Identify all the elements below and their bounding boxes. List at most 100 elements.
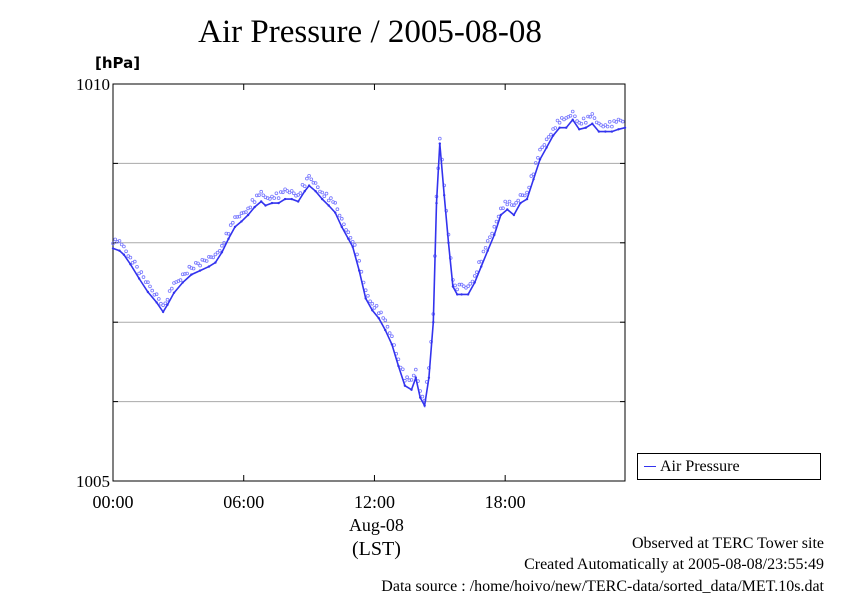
series-0-sample-70-1 xyxy=(546,135,551,139)
series-0-point-76 xyxy=(584,126,587,129)
series-0-point-28 xyxy=(303,190,306,193)
series-0-sample-77-1 xyxy=(592,116,597,120)
series-0-sample-32-0 xyxy=(326,198,331,203)
series-0-sample-30-0 xyxy=(313,181,318,185)
series-0-point-73 xyxy=(565,126,568,129)
series-0-sample-39-1 xyxy=(372,306,377,310)
series-0-point-54 xyxy=(447,241,450,244)
legend: Air Pressure xyxy=(637,453,821,480)
series-0-sample-1-1 xyxy=(119,242,124,247)
series-0-point-36 xyxy=(351,245,354,248)
series-0-sample-30-1 xyxy=(315,185,320,190)
series-0-sample-1-0 xyxy=(117,239,122,243)
series-0-sample-23-1 xyxy=(272,196,277,200)
series-0-point-11 xyxy=(190,273,193,276)
series-0-sample-29-0 xyxy=(307,174,311,178)
series-0-sample-21-1 xyxy=(261,193,266,198)
series-0-point-26 xyxy=(290,197,293,201)
series-0-sample-6-0 xyxy=(154,292,159,297)
series-0-sample-20-2 xyxy=(257,193,261,198)
series-0-sample-18-0 xyxy=(239,211,244,216)
series-0-point-55 xyxy=(451,285,455,288)
series-0-point-53 xyxy=(443,194,446,197)
series-0-point-66 xyxy=(519,201,522,205)
series-0-sample-62-0 xyxy=(492,224,497,229)
series-0-sample-16-0 xyxy=(226,232,231,236)
plot-frame xyxy=(112,83,626,482)
series-0-point-46 xyxy=(414,376,417,379)
series-0-sample-68-1 xyxy=(533,161,538,165)
series-0-sample-12-1 xyxy=(200,257,205,262)
series-0-sample-39-0 xyxy=(370,301,375,306)
series-0-sample-11-1 xyxy=(191,266,196,271)
series-0-point-17 xyxy=(233,225,237,229)
series-0-sample-68-2 xyxy=(536,156,540,160)
chart-title: Air Pressure / 2005-08-08 xyxy=(198,14,542,50)
series-0-sample-72-0 xyxy=(557,120,562,125)
series-0-sample-27-1 xyxy=(298,191,303,195)
series-0-sample-11-2 xyxy=(194,260,198,265)
series-0-sample-14-0 xyxy=(213,252,218,257)
series-0-point-9 xyxy=(172,291,176,294)
series-0-sample-56-0 xyxy=(455,287,460,292)
series-0-point-40 xyxy=(377,317,380,320)
series-0-sample-13-2 xyxy=(211,255,216,260)
series-0-sample-0-0 xyxy=(111,241,115,246)
series-0-sample-21-0 xyxy=(259,189,264,194)
series-0-sample-7-0 xyxy=(161,303,165,308)
series-0-point-42 xyxy=(390,343,394,346)
series-0-sample-8-1 xyxy=(167,289,172,293)
series-0-point-63 xyxy=(499,213,502,217)
series-0-sample-16-1 xyxy=(228,223,233,227)
series-0-sample-55-1 xyxy=(453,283,457,288)
series-0-sample-4-1 xyxy=(139,270,144,274)
series-0-sample-29-2 xyxy=(311,180,316,185)
series-0-sample-8-0 xyxy=(165,297,170,302)
series-0-point-3 xyxy=(129,263,132,266)
series-0-sample-58-0 xyxy=(466,284,470,289)
series-0-sample-33-2 xyxy=(337,213,342,218)
series-0-point-4 xyxy=(137,277,141,280)
series-0-sample-35-1 xyxy=(348,236,353,240)
series-0-sample-36-2 xyxy=(355,252,359,257)
footer-created-text: Created Automatically at 2005-08-08/23:5… xyxy=(524,556,824,573)
series-0-sample-24-1 xyxy=(278,190,283,194)
footer-source-text: Data source : /home/hoivo/new/TERC-data/… xyxy=(381,578,824,595)
series-0-sample-27-0 xyxy=(296,193,301,197)
series-0-point-72 xyxy=(558,126,561,129)
series-0-sample-37-0 xyxy=(357,258,362,263)
series-0-sample-59-0 xyxy=(472,274,477,278)
series-0-sample-64-2 xyxy=(509,203,514,207)
series-0-sample-24-2 xyxy=(281,190,285,195)
series-0-point-38 xyxy=(364,297,367,300)
series-0-sample-41-1 xyxy=(385,324,390,329)
footer-observed-text: Observed at TERC Tower site xyxy=(631,535,824,552)
series-0-sample-35-0 xyxy=(346,230,351,235)
x-axis-timezone-label: (LST) xyxy=(352,538,401,560)
series-0-sample-5-2 xyxy=(150,288,155,293)
series-0-sample-52-0 xyxy=(437,136,442,141)
x-tick-label-3: 18:00 xyxy=(485,492,526,512)
series-0-point-1 xyxy=(118,249,121,252)
series-0-sample-41-0 xyxy=(383,318,388,323)
series-0-sample-56-1 xyxy=(457,282,462,287)
series-0-sample-17-0 xyxy=(233,215,237,219)
series-0-sample-2-0 xyxy=(122,244,126,249)
series-0-sample-75-1 xyxy=(579,121,584,126)
y-axis-unit-label: [hPa] xyxy=(95,54,141,72)
series-0-sample-12-3 xyxy=(204,259,209,263)
series-0-point-21 xyxy=(260,200,263,203)
series-0-sample-15-1 xyxy=(222,241,226,245)
series-0-point-41 xyxy=(384,328,387,332)
series-0-sample-33-1 xyxy=(335,207,340,212)
series-0-point-33 xyxy=(334,211,337,214)
series-0-sample-3-2 xyxy=(133,259,137,264)
series-0-sample-15-0 xyxy=(220,243,224,248)
series-0-sample-47-1 xyxy=(420,394,425,399)
series-0-sample-14-1 xyxy=(215,250,220,255)
series-0-sample-26-0 xyxy=(289,189,294,193)
series-0-sample-8-2 xyxy=(170,286,174,291)
series-0-point-27 xyxy=(297,200,300,203)
series-0-point-71 xyxy=(551,134,555,137)
series-0-point-61 xyxy=(486,249,489,252)
